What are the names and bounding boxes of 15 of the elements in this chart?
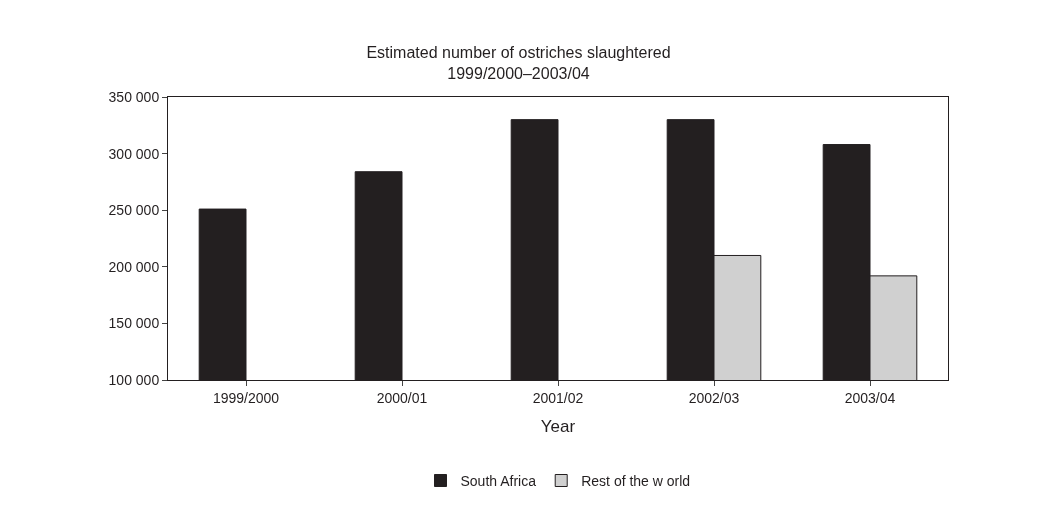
y-tick-label: 200 000 <box>108 258 160 275</box>
legend-label: South Africa <box>460 472 537 489</box>
x-tick-label: 2003/04 <box>844 389 896 406</box>
x-tick-label: 2000/01 <box>376 389 428 406</box>
y-tick-label: 100 000 <box>108 371 160 388</box>
x-axis-title: Year <box>540 417 576 437</box>
y-tick-label: 350 000 <box>108 88 160 105</box>
chart-title: Estimated number of ostriches slaughtered 1999/2000–2003/04 <box>366 44 671 82</box>
y-tick-label: 150 000 <box>108 315 160 332</box>
y-tick-label: 300 000 <box>108 145 160 162</box>
legend-label: Rest of the w orld <box>581 472 691 489</box>
x-tick-label: 1999/2000 <box>212 389 280 406</box>
x-tick-label: 2002/03 <box>688 389 740 406</box>
y-tick-label: 250 000 <box>108 202 160 219</box>
x-tick-label: 2001/02 <box>532 389 584 406</box>
